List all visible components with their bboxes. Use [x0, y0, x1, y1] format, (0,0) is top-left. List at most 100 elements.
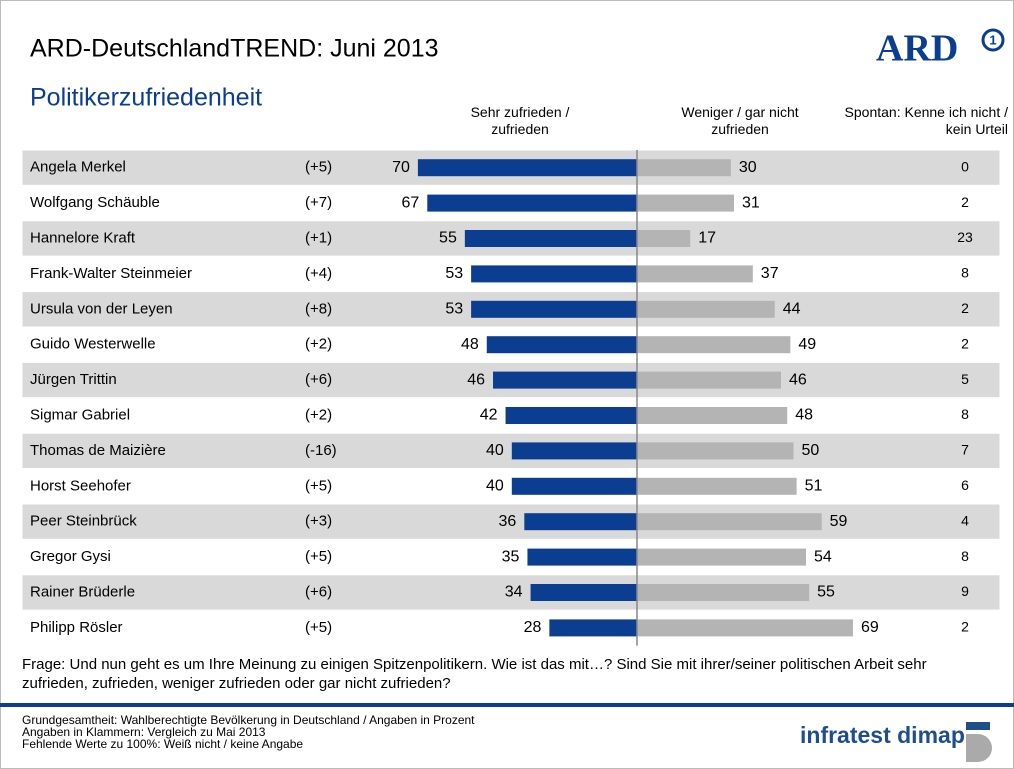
bar [637, 619, 853, 637]
change-label: (+4) [305, 265, 332, 282]
value-label: 46 [467, 371, 485, 388]
footnotes: Grundgesamtheit: Wahlberechtigte Bevölke… [22, 714, 475, 750]
value-label: 17 [698, 230, 716, 247]
value-label: 40 [486, 478, 504, 495]
third-value: 8 [961, 265, 969, 281]
bar [417, 159, 637, 177]
value-label: 46 [789, 371, 807, 388]
third-value: 7 [961, 442, 969, 458]
bar [511, 442, 637, 460]
bar [464, 230, 637, 247]
change-label: (+2) [305, 406, 332, 423]
question: Frage: Und nun geht es um Ihre Meinung z… [22, 656, 927, 692]
bar [549, 619, 637, 637]
category-label: Angela Merkel [30, 159, 126, 176]
third-value: 0 [961, 158, 969, 174]
source-icon [966, 734, 992, 762]
bar [637, 477, 797, 495]
bar [471, 265, 637, 283]
change-label: (-16) [305, 442, 337, 459]
footnote: Fehlende Werte zu 100%: Weiß nicht / kei… [22, 737, 304, 751]
category-label: Gregor Gysi [30, 548, 111, 565]
row-background [21, 574, 1001, 611]
footnote: Angaben in Klammern: Vergleich zu Mai 20… [22, 725, 266, 739]
bar [637, 407, 788, 424]
bar [637, 265, 753, 283]
bar [637, 513, 822, 531]
row-background [21, 432, 1001, 470]
value-label: 28 [524, 619, 542, 636]
chart-subtitle: Politikerzufriedenheit [30, 84, 262, 112]
value-label: 42 [480, 407, 498, 424]
third-value: 8 [961, 548, 969, 564]
bar [527, 548, 637, 566]
row-background [21, 538, 1001, 576]
bar [637, 194, 735, 212]
category-label: Peer Steinbrück [30, 513, 137, 530]
change-label: (+5) [305, 159, 332, 176]
value-label: 31 [742, 194, 760, 211]
bar [486, 336, 637, 354]
third-value: 23 [957, 229, 973, 245]
row-background [21, 609, 1001, 647]
value-label: 51 [805, 478, 823, 495]
chart-title: ARD-DeutschlandTREND: Juni 2013 [30, 35, 439, 63]
category-label: Jürgen Trittin [30, 371, 117, 388]
bar [637, 230, 691, 247]
header: Spontan: Kenne ich nicht / kein Urteil [844, 104, 1008, 137]
bar [524, 513, 637, 531]
value-label: 34 [505, 584, 523, 601]
value-label: 53 [445, 301, 463, 318]
value-label: 35 [502, 548, 520, 565]
change-label: (+5) [305, 477, 332, 494]
value-label: 30 [739, 159, 757, 176]
change-label: (+1) [305, 229, 332, 246]
value-label: 49 [798, 336, 816, 353]
row-background [21, 503, 1001, 540]
bar [427, 194, 637, 212]
row-background [21, 468, 1001, 505]
third-value: 9 [961, 583, 969, 599]
source: infratest dimap [800, 722, 965, 748]
bar [493, 371, 637, 389]
bar [637, 584, 810, 601]
value-label: 37 [761, 265, 779, 282]
header: Sehr zufrieden / zufrieden [470, 104, 570, 137]
value-label: 53 [445, 265, 463, 282]
bar [637, 300, 775, 318]
footer-rule [0, 703, 1014, 707]
logo-circle [981, 28, 1005, 52]
change-label: (+5) [305, 619, 332, 636]
bar [637, 371, 781, 389]
category-label: Sigmar Gabriel [30, 406, 130, 423]
category-label: Horst Seehofer [30, 477, 131, 494]
change-label: (+5) [305, 548, 332, 565]
value-label: 69 [861, 619, 879, 636]
logo: ARD [876, 28, 958, 70]
bar [637, 548, 807, 566]
bar [511, 477, 637, 495]
third-value: 2 [961, 194, 969, 210]
footnote: Grundgesamtheit: Wahlberechtigte Bevölke… [22, 713, 475, 727]
third-value: 2 [961, 619, 969, 635]
bar [530, 584, 637, 601]
value-label: 59 [830, 513, 848, 530]
third-value: 5 [961, 371, 969, 387]
value-label: 50 [802, 442, 820, 459]
value-label: 54 [814, 548, 832, 565]
source-icon [966, 722, 990, 730]
value-label: 67 [401, 194, 419, 211]
value-label: 55 [817, 584, 835, 601]
value-label: 40 [486, 442, 504, 459]
third-value: 4 [961, 512, 969, 528]
change-label: (+2) [305, 336, 332, 353]
change-label: (+7) [305, 194, 332, 211]
third-value: 8 [961, 406, 969, 422]
category-label: Ursula von der Leyen [30, 300, 173, 317]
third-value: 6 [961, 477, 969, 493]
category-label: Wolfgang Schäuble [30, 194, 160, 211]
bar [637, 159, 731, 177]
change-label: (+8) [305, 300, 332, 317]
